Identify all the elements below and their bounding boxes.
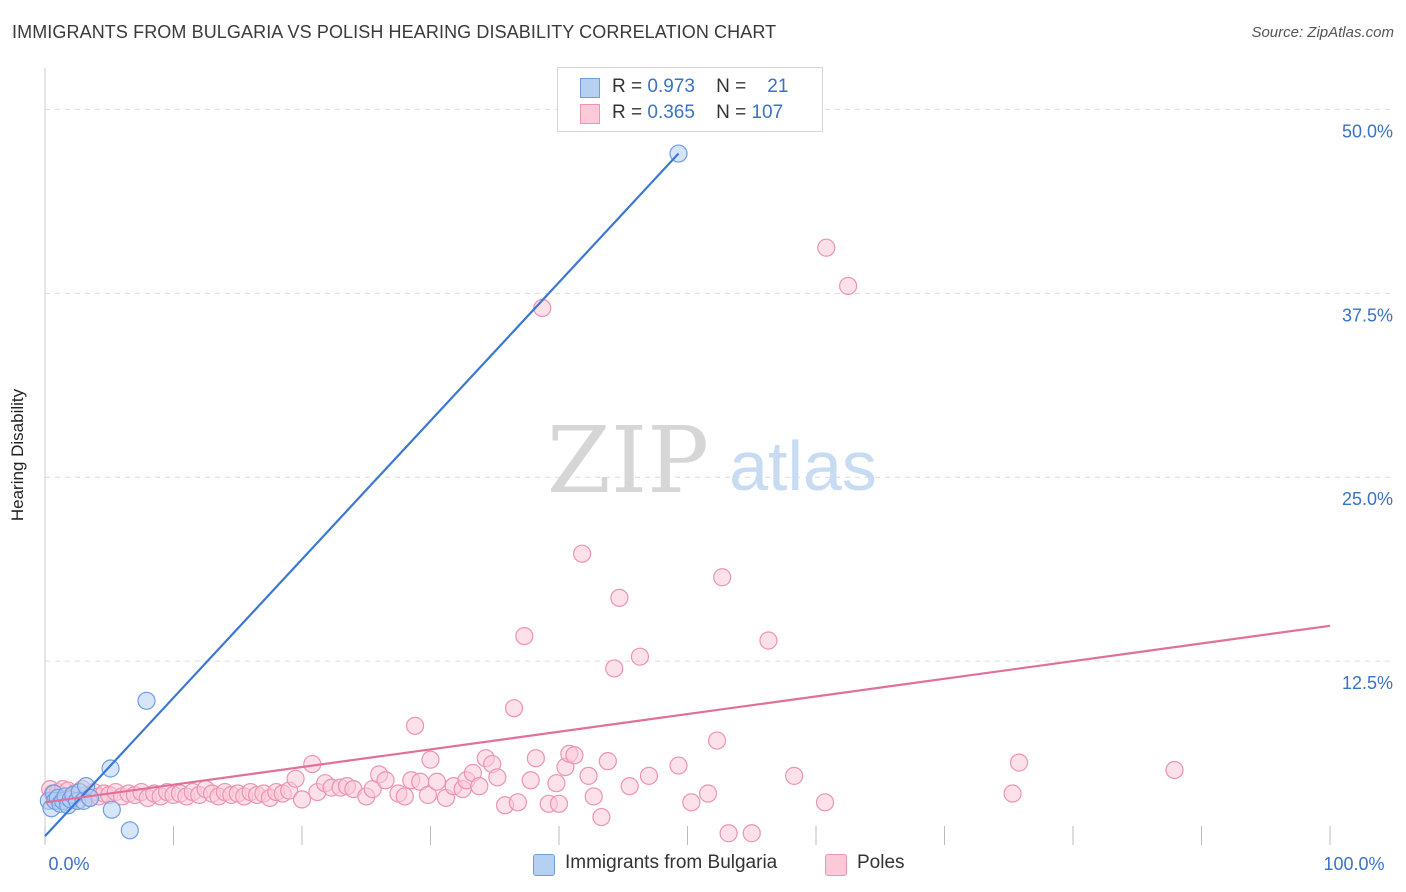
- data-point: [427, 772, 447, 791]
- series-swatch-bulgaria: [533, 854, 555, 876]
- data-point: [549, 794, 569, 813]
- data-point: [707, 731, 727, 750]
- data-point: [669, 756, 688, 775]
- data-point: [504, 699, 524, 718]
- data-point: [395, 787, 414, 806]
- series-label-bulgaria: Immigrants from Bulgaria: [565, 852, 778, 873]
- data-point: [102, 800, 121, 819]
- data-point: [759, 631, 778, 650]
- series-label-poles: Poles: [857, 852, 905, 873]
- data-point: [713, 568, 732, 587]
- data-point: [137, 691, 156, 710]
- legend-r-label: R =: [612, 76, 643, 97]
- source-label: Source: ZipAtlas.com: [1251, 24, 1394, 41]
- watermark-zip: ZIP: [547, 407, 709, 514]
- x-tick-label: 0.0%: [48, 854, 89, 874]
- data-point: [292, 790, 312, 809]
- data-point: [620, 777, 639, 796]
- data-point: [719, 824, 738, 843]
- legend-r-value-bulgaria: 0.973: [647, 76, 695, 97]
- data-point: [610, 588, 629, 607]
- data-point: [584, 787, 603, 806]
- legend-n-label: N =: [716, 76, 747, 97]
- data-point: [815, 793, 835, 812]
- data-point: [101, 759, 120, 778]
- watermark-atlas: atlas: [729, 427, 877, 505]
- legend-n-label: N =: [716, 102, 747, 123]
- chart-title: IMMIGRANTS FROM BULGARIA VS POLISH HEARI…: [12, 22, 777, 42]
- trend-line: [44, 624, 1331, 804]
- data-point: [405, 716, 425, 735]
- data-point: [682, 793, 701, 812]
- data-point: [421, 750, 440, 769]
- data-point: [742, 824, 761, 843]
- legend-n-value-bulgaria: 21: [767, 76, 789, 97]
- data-point: [605, 659, 624, 678]
- legend-swatch-poles: [580, 104, 600, 124]
- data-point: [630, 647, 650, 666]
- y-axis-label: Hearing Disability: [8, 388, 27, 522]
- axes: [44, 68, 1331, 845]
- data-points: [39, 144, 1184, 843]
- series-swatch-poles: [825, 854, 847, 876]
- y-tick-label: 37.5%: [1342, 305, 1393, 325]
- data-point: [698, 784, 718, 803]
- data-point: [785, 766, 804, 785]
- data-point: [1165, 760, 1184, 780]
- data-point: [547, 774, 566, 793]
- y-tick-label: 50.0%: [1342, 121, 1393, 141]
- data-point: [418, 785, 438, 805]
- data-point: [573, 544, 592, 563]
- data-point: [488, 768, 507, 787]
- data-point: [470, 777, 489, 796]
- y-tick-label: 12.5%: [1342, 673, 1393, 693]
- data-point: [376, 771, 395, 790]
- legend-n-value-poles: 107: [751, 102, 784, 123]
- data-point: [639, 766, 659, 785]
- data-point: [1003, 784, 1022, 803]
- data-point: [1009, 753, 1029, 772]
- correlation-legend: R = 0.973 N = 21 R = 0.365 N = 107: [557, 67, 823, 132]
- trend-lines: [44, 152, 1331, 837]
- data-point: [521, 771, 540, 790]
- legend-r-label: R =: [612, 102, 643, 123]
- data-point: [579, 766, 598, 785]
- grid-lines: [45, 108, 1395, 662]
- data-point: [515, 626, 534, 646]
- data-point: [592, 807, 611, 827]
- x-tick-label: 100.0%: [1323, 854, 1384, 874]
- data-point: [817, 238, 836, 257]
- data-point: [839, 276, 858, 296]
- y-tick-label: 25.0%: [1342, 489, 1393, 509]
- legend-swatch-bulgaria: [580, 78, 600, 98]
- data-point: [526, 749, 545, 768]
- tick-labels: 12.5% 25.0% 37.5% 50.0% 0.0% 100.0%: [48, 121, 1393, 874]
- data-point: [598, 752, 617, 771]
- watermark: ZIP atlas: [547, 407, 877, 514]
- data-point: [565, 746, 584, 765]
- trend-line: [44, 152, 680, 837]
- data-point: [286, 769, 305, 788]
- legend-r-value-poles: 0.365: [647, 102, 695, 123]
- data-point: [120, 821, 139, 840]
- data-point: [508, 793, 527, 812]
